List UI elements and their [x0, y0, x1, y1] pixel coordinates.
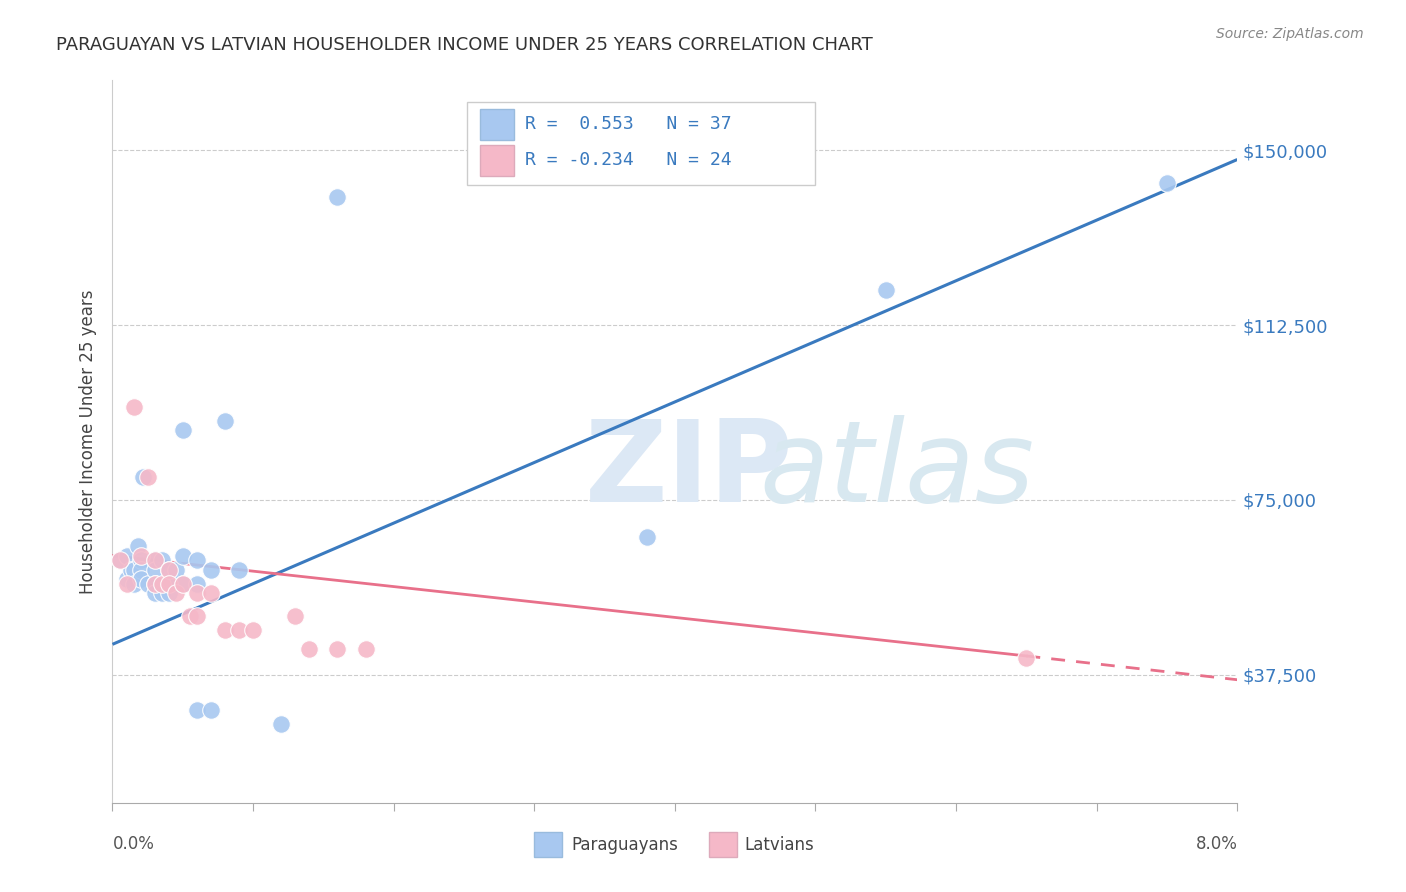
Text: R = -0.234   N = 24: R = -0.234 N = 24	[526, 152, 733, 169]
Point	[228, 624, 250, 638]
Bar	[481, 145, 515, 176]
Bar	[534, 831, 562, 857]
Point	[143, 576, 166, 591]
Y-axis label: Householder Income Under 25 years: Householder Income Under 25 years	[79, 289, 97, 594]
Point	[165, 586, 187, 600]
Point	[122, 400, 145, 414]
Point	[122, 576, 145, 591]
Point	[200, 563, 222, 577]
Point	[115, 576, 138, 591]
Point	[115, 549, 138, 563]
Point	[122, 563, 145, 577]
Point	[326, 642, 349, 657]
Point	[129, 563, 152, 577]
Point	[636, 530, 658, 544]
Text: atlas: atlas	[759, 415, 1035, 526]
Point	[157, 576, 180, 591]
Point	[200, 702, 222, 716]
Point	[172, 549, 194, 563]
Point	[284, 609, 307, 624]
Point	[120, 563, 142, 577]
Point	[186, 576, 208, 591]
Text: R =  0.553   N = 37: R = 0.553 N = 37	[526, 115, 733, 133]
Bar	[481, 109, 515, 139]
Point	[186, 609, 208, 624]
Point	[186, 586, 208, 600]
Point	[150, 576, 173, 591]
Point	[136, 469, 159, 483]
Point	[150, 553, 173, 567]
Text: Paraguayans: Paraguayans	[571, 836, 678, 854]
Point	[136, 576, 159, 591]
Point	[143, 553, 166, 567]
Point	[186, 553, 208, 567]
Point	[214, 413, 236, 427]
Point	[143, 563, 166, 577]
Point	[214, 624, 236, 638]
Text: PARAGUAYAN VS LATVIAN HOUSEHOLDER INCOME UNDER 25 YEARS CORRELATION CHART: PARAGUAYAN VS LATVIAN HOUSEHOLDER INCOME…	[56, 36, 873, 54]
Point	[157, 586, 180, 600]
Point	[172, 423, 194, 437]
Point	[875, 283, 897, 297]
FancyBboxPatch shape	[467, 102, 815, 185]
Point	[165, 563, 187, 577]
Point	[157, 563, 180, 577]
Text: ZIP: ZIP	[585, 415, 793, 526]
Point	[143, 576, 166, 591]
Point	[1156, 176, 1178, 190]
Point	[143, 586, 166, 600]
Point	[127, 540, 149, 554]
Point	[172, 576, 194, 591]
Text: Source: ZipAtlas.com: Source: ZipAtlas.com	[1216, 27, 1364, 41]
Point	[354, 642, 377, 657]
Point	[326, 190, 349, 204]
Point	[1015, 651, 1038, 665]
Point	[270, 716, 292, 731]
Text: Latvians: Latvians	[745, 836, 814, 854]
Point	[242, 624, 264, 638]
Point	[179, 609, 201, 624]
Point	[143, 553, 166, 567]
Point	[228, 563, 250, 577]
Point	[132, 469, 155, 483]
Point	[129, 549, 152, 563]
Point	[115, 572, 138, 586]
Point	[129, 572, 152, 586]
Point	[157, 563, 180, 577]
Point	[108, 553, 131, 567]
Text: 0.0%: 0.0%	[112, 836, 155, 854]
Point	[172, 576, 194, 591]
Point	[108, 553, 131, 567]
Point	[200, 586, 222, 600]
Point	[186, 702, 208, 716]
Point	[298, 642, 321, 657]
Bar	[709, 831, 737, 857]
Point	[129, 553, 152, 567]
Point	[157, 576, 180, 591]
Point	[150, 586, 173, 600]
Text: 8.0%: 8.0%	[1195, 836, 1237, 854]
